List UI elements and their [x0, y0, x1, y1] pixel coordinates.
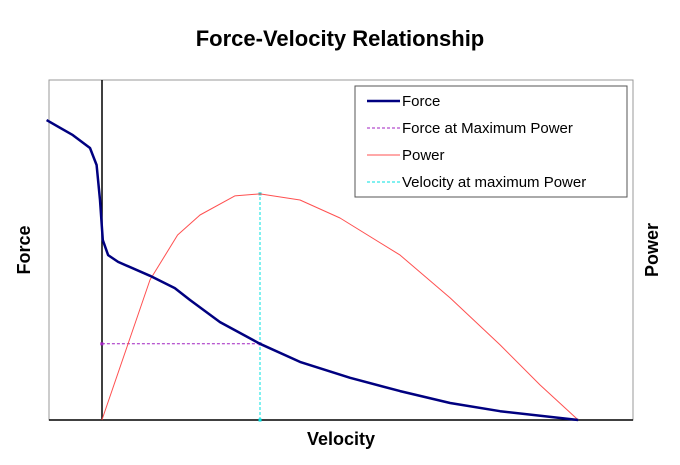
data-point-marker — [100, 342, 104, 346]
legend: Force Force at Maximum Power Power Velocity… — [354, 85, 628, 198]
legend-label: Force at Maximum Power — [402, 120, 573, 137]
y-axis-label: Force — [14, 225, 34, 274]
legend-label: Velocity at maximum Power — [402, 174, 586, 191]
x-axis-label: Velocity — [307, 429, 375, 449]
chart-title: Force-Velocity Relationship — [196, 26, 485, 51]
data-point-marker — [258, 418, 262, 422]
legend-box — [354, 85, 628, 198]
y2-axis-label: Power — [642, 223, 662, 277]
series-line-power — [101, 193, 579, 421]
legend-label: Power — [402, 147, 445, 164]
series-line-force — [45, 119, 579, 422]
legend-label: Force — [402, 93, 440, 110]
